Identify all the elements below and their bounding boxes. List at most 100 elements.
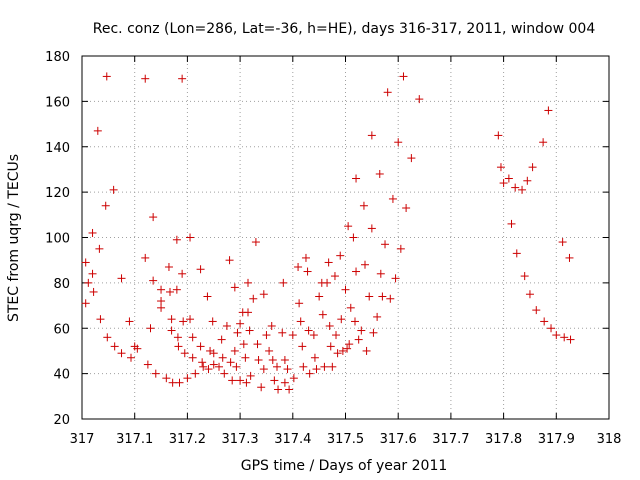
data-point <box>166 287 175 296</box>
data-point <box>125 317 134 326</box>
data-point <box>164 262 173 271</box>
data-point <box>146 324 155 333</box>
data-point <box>346 303 355 312</box>
data-point <box>109 185 118 194</box>
data-point <box>328 362 337 371</box>
x-tick-label: 317.1 <box>116 432 153 447</box>
data-point <box>141 74 150 83</box>
data-point <box>220 369 229 378</box>
data-point <box>511 183 520 192</box>
x-tick-label: 317.5 <box>327 432 364 447</box>
data-point <box>359 201 368 210</box>
data-point <box>540 317 549 326</box>
data-point <box>323 278 332 287</box>
data-point <box>296 317 305 326</box>
x-tick-label: 317.4 <box>274 432 311 447</box>
data-point <box>172 285 181 294</box>
data-point <box>89 287 98 296</box>
data-point <box>354 335 363 344</box>
data-point <box>199 362 208 371</box>
data-point <box>245 326 254 335</box>
data-point <box>244 308 253 317</box>
data-point <box>188 333 197 342</box>
data-point <box>333 349 342 358</box>
data-point <box>218 353 227 362</box>
data-point <box>415 95 424 104</box>
data-point <box>244 278 253 287</box>
data-point <box>289 374 298 383</box>
data-point <box>566 335 575 344</box>
data-point <box>305 369 314 378</box>
chart-title: Rec. conz (Lon=286, Lat=-36, h=HE), days… <box>93 21 596 37</box>
data-point <box>103 333 112 342</box>
data-point <box>381 240 390 249</box>
data-point <box>512 249 521 258</box>
y-tick-label: 160 <box>45 95 70 110</box>
data-point <box>265 346 274 355</box>
y-tick-label: 100 <box>45 232 70 247</box>
data-point <box>375 169 384 178</box>
data-point <box>175 378 184 387</box>
data-point <box>310 353 319 362</box>
data-point <box>507 219 516 228</box>
data-point <box>341 285 350 294</box>
data-point <box>262 331 271 340</box>
y-tick-label: 120 <box>45 186 70 201</box>
data-point <box>217 335 226 344</box>
data-point <box>168 378 177 387</box>
data-point <box>204 365 213 374</box>
data-point <box>301 253 310 262</box>
data-point <box>110 342 119 351</box>
data-point <box>173 333 182 342</box>
data-point <box>157 297 166 306</box>
data-point <box>246 371 255 380</box>
data-point <box>336 251 345 260</box>
data-point <box>376 269 385 278</box>
data-point <box>558 238 567 247</box>
data-point <box>525 290 534 299</box>
data-point <box>141 253 150 262</box>
y-tick-label: 80 <box>53 277 70 292</box>
data-point <box>236 319 245 328</box>
data-point <box>345 340 354 349</box>
data-point <box>133 344 142 353</box>
data-point <box>117 274 126 283</box>
data-point <box>396 244 405 253</box>
data-point <box>494 131 503 140</box>
data-point <box>268 356 277 365</box>
data-point <box>226 358 235 367</box>
data-point <box>552 331 561 340</box>
data-point <box>239 340 248 349</box>
data-point <box>88 228 97 237</box>
data-point <box>267 321 276 330</box>
data-point <box>294 262 303 271</box>
data-point <box>504 174 513 183</box>
data-point <box>222 321 231 330</box>
data-point <box>279 278 288 287</box>
data-point <box>188 353 197 362</box>
data-point <box>230 283 239 292</box>
data-point <box>330 272 339 281</box>
data-point <box>149 276 158 285</box>
data-point <box>225 256 234 265</box>
y-tick-label: 180 <box>45 50 70 65</box>
data-point <box>270 376 279 385</box>
data-point <box>365 292 374 301</box>
data-point <box>528 163 537 172</box>
data-point <box>378 292 387 301</box>
data-point <box>274 385 283 394</box>
data-point <box>127 353 136 362</box>
data-point <box>186 233 195 242</box>
data-point <box>88 269 97 278</box>
data-point <box>337 315 346 324</box>
x-tick-label: 317.6 <box>380 432 417 447</box>
x-axis-label: GPS time / Days of year 2011 <box>241 458 448 474</box>
data-point <box>360 260 369 269</box>
data-point <box>496 163 505 172</box>
data-point <box>196 265 205 274</box>
data-point <box>203 292 212 301</box>
y-tick-label: 20 <box>53 413 70 428</box>
data-point <box>186 315 195 324</box>
data-point <box>93 126 102 135</box>
